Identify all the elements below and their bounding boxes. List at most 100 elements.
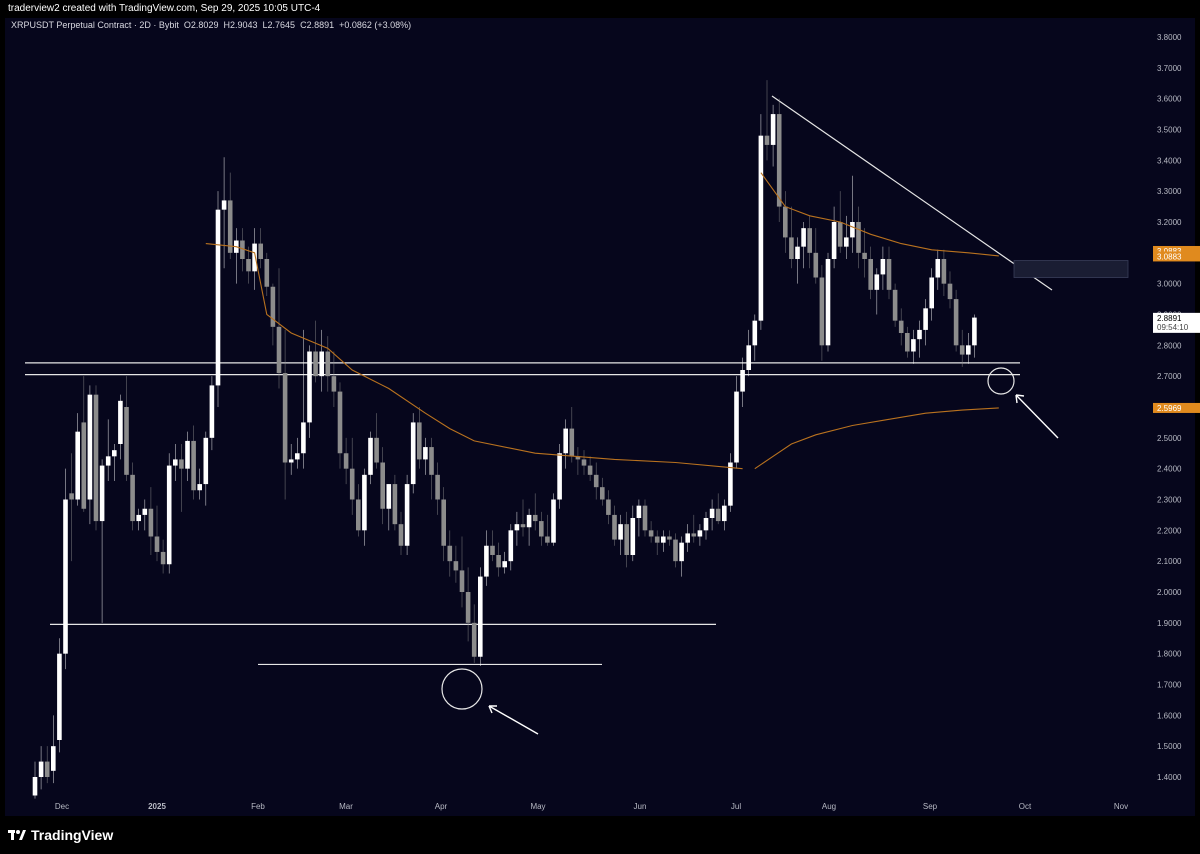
legend-change: +0.0862 (+3.08%) [339, 20, 412, 30]
candle-body [368, 437, 373, 475]
candle-body [380, 462, 385, 509]
candle-body [502, 561, 507, 568]
candle-body [349, 468, 355, 500]
candle-body [160, 551, 166, 565]
candle-body [783, 206, 788, 238]
candle-body [520, 524, 526, 528]
candle-body [227, 200, 233, 253]
candle-body [252, 243, 257, 272]
candle-body [142, 508, 148, 515]
candle-body [551, 499, 556, 543]
candle-body [917, 329, 922, 340]
candle-body [539, 521, 544, 537]
y-axis-tick-label: 1.6000 [1157, 711, 1182, 720]
y-axis-tick-label: 2.1000 [1157, 557, 1182, 566]
y-axis-tick-label: 3.8000 [1157, 33, 1182, 42]
candle-body [118, 400, 123, 444]
x-axis-tick-label: Oct [1019, 802, 1032, 811]
candle-body [258, 243, 263, 259]
candle-body [935, 259, 941, 278]
x-axis-tick-label: Mar [339, 802, 353, 811]
candle-body [313, 351, 318, 377]
candle-body [209, 385, 215, 438]
candle-body [435, 474, 440, 500]
candle-body [801, 228, 806, 247]
candle-body [87, 394, 93, 500]
candle-body [404, 484, 410, 546]
highlight-circle [987, 367, 1015, 395]
candle-body [715, 508, 721, 522]
y-axis-tick-label: 1.5000 [1157, 742, 1182, 751]
candle-body [398, 524, 404, 546]
candle-body [136, 514, 141, 522]
candle-body [130, 474, 135, 522]
y-axis-tick-label: 2.0000 [1157, 588, 1182, 597]
price-badge-label: 2.8891 [1157, 314, 1182, 323]
symbol-legend: XRPUSDT Perpetual Contract · 2D · Bybit … [11, 20, 411, 30]
x-axis-tick-label: Nov [1114, 802, 1128, 811]
candle-body [343, 453, 349, 469]
candle-body [612, 514, 617, 540]
candle-body [569, 428, 575, 457]
candle-body [819, 277, 825, 346]
y-axis-tick-label: 3.6000 [1157, 95, 1182, 104]
tradingview-logo-icon [8, 828, 26, 842]
candle-body [264, 259, 270, 287]
candle-body [356, 499, 361, 531]
x-axis-tick-label: Sep [923, 802, 938, 811]
y-axis-tick-label: 3.3000 [1157, 187, 1182, 196]
candle-body [441, 499, 446, 546]
y-axis-tick-label: 3.7000 [1157, 64, 1182, 73]
x-axis-tick-label: 2025 [148, 802, 166, 811]
y-axis-tick-label: 2.2000 [1157, 526, 1182, 535]
legend-close: C2.8891 [300, 20, 335, 30]
candle-body [661, 536, 666, 543]
candle-body [886, 259, 892, 290]
candle-body [697, 530, 703, 537]
candle-body [600, 487, 605, 500]
y-axis-tick-label: 2.5000 [1157, 434, 1182, 443]
candle-body [923, 308, 928, 330]
candle-body [301, 422, 306, 454]
slow-average-line [754, 407, 999, 470]
x-axis-tick-label: Jul [731, 802, 741, 811]
candle-body [868, 259, 873, 290]
candle-body [99, 465, 105, 522]
candle-body [673, 539, 678, 562]
price-badge-label: 3.0883 [1157, 252, 1182, 261]
price-badge [1153, 251, 1200, 262]
candle-body [947, 283, 953, 300]
descending-trendline [771, 95, 1053, 291]
candle-body [752, 320, 758, 346]
candle-body [874, 274, 880, 290]
candle-body [813, 252, 819, 278]
candle-body [410, 422, 416, 485]
candle-body [75, 431, 80, 500]
candle-body [679, 542, 684, 562]
y-axis-tick-label: 3.0000 [1157, 280, 1182, 289]
candle-body [112, 450, 117, 457]
candle-body [374, 437, 379, 463]
candle-body [154, 536, 160, 552]
candle-body [667, 536, 672, 540]
price-badge-label: 2.5969 [1157, 404, 1182, 413]
candle-body [898, 320, 904, 333]
highlight-circle [441, 668, 483, 710]
candle-body [173, 459, 178, 466]
candle-body [703, 518, 709, 531]
candle-body [417, 422, 422, 460]
candle-body [197, 484, 202, 491]
candle-body [892, 289, 898, 321]
candle-body [905, 333, 910, 352]
candle-body [764, 135, 770, 145]
candle-body [685, 533, 690, 543]
candle-body [69, 493, 74, 500]
chart-frame[interactable] [5, 18, 1195, 816]
x-axis-tick-label: May [530, 802, 545, 811]
candle-body [478, 576, 483, 657]
y-axis-tick-label: 3.5000 [1157, 126, 1182, 135]
candle-body [831, 222, 837, 259]
price-badge [1153, 312, 1200, 333]
candle-body [191, 440, 196, 491]
